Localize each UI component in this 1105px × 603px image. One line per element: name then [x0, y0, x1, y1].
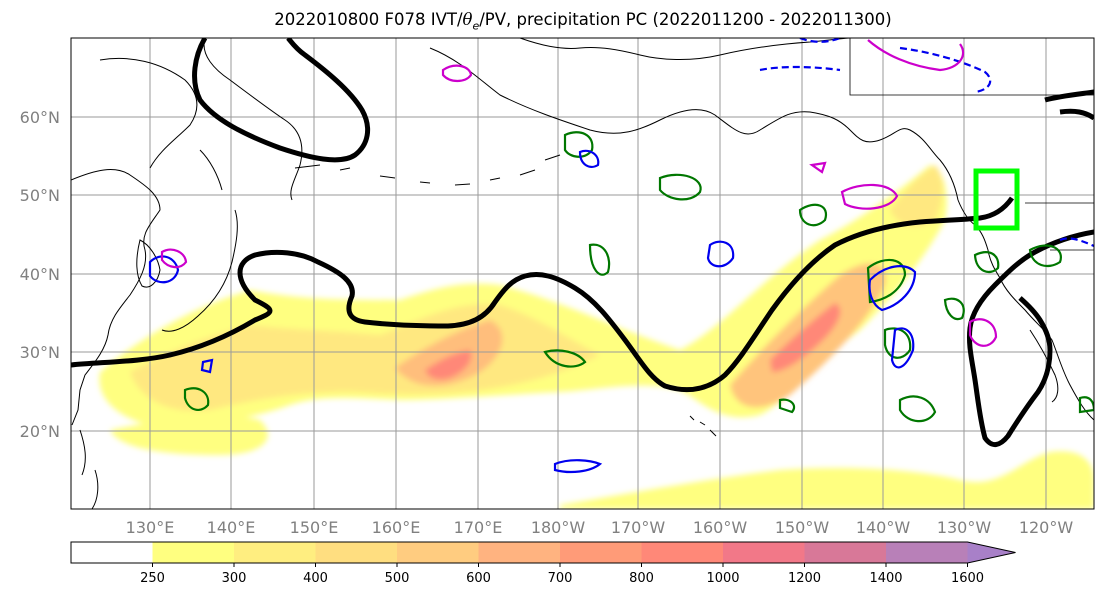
alaska-north — [519, 38, 851, 60]
colorbar-tick-label: 1400 — [869, 571, 902, 586]
colorbar-swatches — [71, 542, 1016, 563]
magenta-contours — [160, 39, 998, 347]
colorbar-segment — [234, 542, 316, 563]
colorbar-tick-label: 800 — [629, 571, 654, 586]
lon-label-170e: 170°E — [454, 518, 503, 537]
lon-label-140w: 140°W — [856, 518, 911, 537]
colorbar-outline — [70, 541, 1016, 564]
colorbar-tick-label: 1600 — [951, 571, 984, 586]
kamchatka-coast — [203, 38, 303, 201]
pv-contour-ne — [1044, 89, 1094, 121]
lon-label-120w: 120°W — [1019, 518, 1074, 537]
lon-label-150e: 150°E — [290, 518, 339, 537]
lon-label-140e: 140°E — [207, 518, 256, 537]
map-frame — [70, 37, 1095, 510]
lon-label-130w: 130°W — [937, 518, 992, 537]
colorbar-segment — [478, 542, 561, 563]
colorbar-tick-label: 400 — [303, 571, 328, 586]
bc-coast — [957, 199, 1001, 279]
okhotsk-coast — [99, 57, 198, 169]
colorbar-tick-label: 250 — [140, 571, 165, 586]
baja — [1029, 329, 1059, 403]
colorbar-segment — [315, 542, 398, 563]
korea-coast — [136, 239, 161, 288]
lat-label-40: 40°N — [20, 265, 60, 284]
aleutians — [294, 154, 561, 186]
na-west-coast — [999, 277, 1094, 421]
colorbar-segment — [804, 542, 887, 563]
colorbar-segment — [71, 542, 153, 563]
lat-label-50: 50°N — [20, 186, 60, 205]
ivt-band-southern — [560, 451, 1094, 509]
pv-contour-north — [192, 38, 371, 163]
colorbar-segment — [397, 542, 479, 563]
lon-label-160e: 160°E — [372, 518, 421, 537]
colorbar-extend-arrow — [967, 542, 1016, 563]
ivt-gulf — [890, 165, 943, 227]
chart-title: 2022010800 F078 IVT/θe/PV, precipitation… — [274, 10, 892, 33]
lon-label-130e: 130°E — [126, 518, 175, 537]
colorbar-segment — [641, 542, 724, 563]
pv-contour — [71, 196, 1015, 393]
target-region-box — [973, 168, 1020, 231]
colorbar-segment — [560, 542, 642, 563]
colorbar-tick-label: 300 — [222, 571, 247, 586]
colorbar-tick-label: 1000 — [706, 571, 739, 586]
colorbar-segment — [723, 542, 805, 563]
ivt-core-west-max — [425, 350, 472, 380]
lon-label-160w: 160°W — [693, 518, 748, 537]
lon-label-150w: 150°W — [775, 518, 830, 537]
colorbar-segment — [886, 542, 968, 563]
alaska-coast — [429, 47, 959, 201]
ivt-core-east-max — [770, 303, 841, 372]
lat-label-60: 60°N — [20, 108, 60, 127]
colorbar-tick-label: 500 — [385, 571, 410, 586]
ivt-fringe-south — [110, 415, 268, 455]
colorbar-labels: 250 300 400 500 600 700 800 1000 1200 1400 1600 — [140, 563, 984, 586]
asia-coast — [71, 169, 161, 426]
colorbar-tick-label: 1200 — [788, 571, 821, 586]
theta-e-negative — [759, 38, 1094, 248]
japan-coast — [161, 149, 238, 332]
lat-label-20: 20°N — [20, 422, 60, 441]
latitude-labels: 20°N 30°N 40°N 50°N 60°N — [20, 108, 60, 441]
colorbar-tick-label: 700 — [548, 571, 573, 586]
lon-label-170w: 170°W — [611, 518, 666, 537]
pv-contour-east — [967, 229, 1094, 447]
lat-label-30: 30°N — [20, 343, 60, 362]
philippines — [79, 429, 99, 509]
colorbar-tick-label: 600 — [466, 571, 491, 586]
colorbar: 250 300 400 500 600 700 800 1000 1200 1400 1600 — [70, 541, 1016, 586]
hawaii — [689, 415, 717, 437]
colorbar-segment — [152, 542, 235, 563]
longitude-labels: 130°E 140°E 150°E 160°E 170°E 180°W 170°… — [126, 518, 1074, 537]
lon-label-180w: 180°W — [531, 518, 586, 537]
coastlines — [71, 38, 1094, 509]
theta-e-contours — [148, 149, 917, 474]
ivt-core-west — [395, 320, 503, 386]
